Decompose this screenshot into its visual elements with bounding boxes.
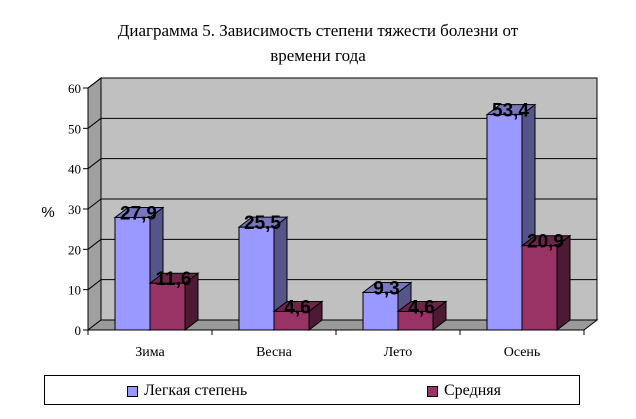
bar xyxy=(397,310,434,331)
chart-plot: 0 10 20 30 40 50 60% Зима 27,9 11,6 Весна 25,5 4,6 Ле… xyxy=(41,76,599,360)
legend-swatch-series-1 xyxy=(127,386,138,397)
x-tick-label: Лето xyxy=(384,345,413,360)
data-label: 4,6 xyxy=(408,297,434,318)
bar xyxy=(149,282,186,331)
gridline-side xyxy=(87,158,102,170)
chart-legend: Легкая степень Средняя xyxy=(44,375,580,405)
legend-label-series-1: Легкая степень xyxy=(144,382,248,399)
y-tick-label: 30 xyxy=(68,202,81,217)
x-tick-label: Весна xyxy=(256,345,293,360)
data-label: 4,6 xyxy=(284,297,310,318)
bar xyxy=(273,310,310,331)
data-label: 9,3 xyxy=(373,278,399,299)
bar xyxy=(114,216,151,331)
data-label: 11,6 xyxy=(156,269,192,290)
bar xyxy=(486,114,523,331)
y-axis-label: % xyxy=(41,204,54,221)
gridline-side xyxy=(87,117,102,129)
data-label: 53,4 xyxy=(492,101,529,122)
legend-swatch-series-2 xyxy=(427,386,438,397)
gridline-side xyxy=(87,77,102,89)
x-tick-label: Осень xyxy=(504,345,541,360)
chart-title-line-2: времени года xyxy=(270,46,366,65)
gridline-side xyxy=(87,238,102,250)
y-tick-label: 50 xyxy=(68,121,81,136)
data-label: 20,9 xyxy=(527,232,564,253)
legend-label-series-2: Средняя xyxy=(444,382,501,399)
y-tick-label: 60 xyxy=(68,81,81,96)
data-label: 27,9 xyxy=(120,203,157,224)
data-label: 25,5 xyxy=(244,213,281,234)
y-tick-label: 20 xyxy=(68,242,81,257)
chart-title-line-1: Диаграмма 5. Зависимость степени тяжести… xyxy=(117,21,519,40)
x-tick-label: Зима xyxy=(135,345,165,360)
y-tick-label: 10 xyxy=(68,283,81,298)
bar xyxy=(362,291,399,331)
y-tick-label: 0 xyxy=(75,323,82,338)
bar xyxy=(238,226,275,331)
gridline-side xyxy=(87,198,102,210)
y-tick-label: 40 xyxy=(68,162,81,177)
bar xyxy=(521,245,558,331)
gridline-side xyxy=(87,279,102,291)
